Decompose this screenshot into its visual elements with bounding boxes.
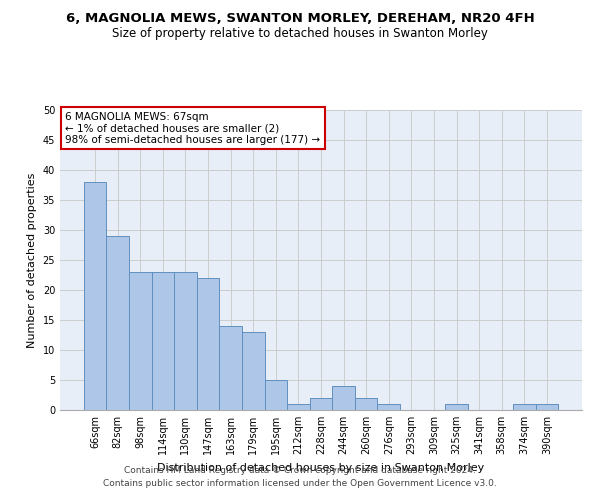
Text: Contains HM Land Registry data © Crown copyright and database right 2024.
Contai: Contains HM Land Registry data © Crown c… (103, 466, 497, 487)
Bar (332, 386, 355, 410)
Bar (536, 404, 558, 410)
Y-axis label: Number of detached properties: Number of detached properties (27, 172, 37, 348)
Bar (220, 326, 242, 410)
X-axis label: Distribution of detached houses by size in Swanton Morley: Distribution of detached houses by size … (157, 462, 485, 472)
Bar (287, 404, 310, 410)
Text: Size of property relative to detached houses in Swanton Morley: Size of property relative to detached ho… (112, 28, 488, 40)
Bar (197, 278, 220, 410)
Text: 6, MAGNOLIA MEWS, SWANTON MORLEY, DEREHAM, NR20 4FH: 6, MAGNOLIA MEWS, SWANTON MORLEY, DEREHA… (65, 12, 535, 26)
Bar (265, 380, 287, 410)
Text: 6 MAGNOLIA MEWS: 67sqm
← 1% of detached houses are smaller (2)
98% of semi-detac: 6 MAGNOLIA MEWS: 67sqm ← 1% of detached … (65, 112, 320, 144)
Bar (310, 398, 332, 410)
Bar (513, 404, 536, 410)
Bar (84, 182, 106, 410)
Bar (106, 236, 129, 410)
Bar (152, 272, 174, 410)
Bar (129, 272, 152, 410)
Bar (242, 332, 265, 410)
Bar (174, 272, 197, 410)
Bar (445, 404, 468, 410)
Bar (377, 404, 400, 410)
Bar (355, 398, 377, 410)
